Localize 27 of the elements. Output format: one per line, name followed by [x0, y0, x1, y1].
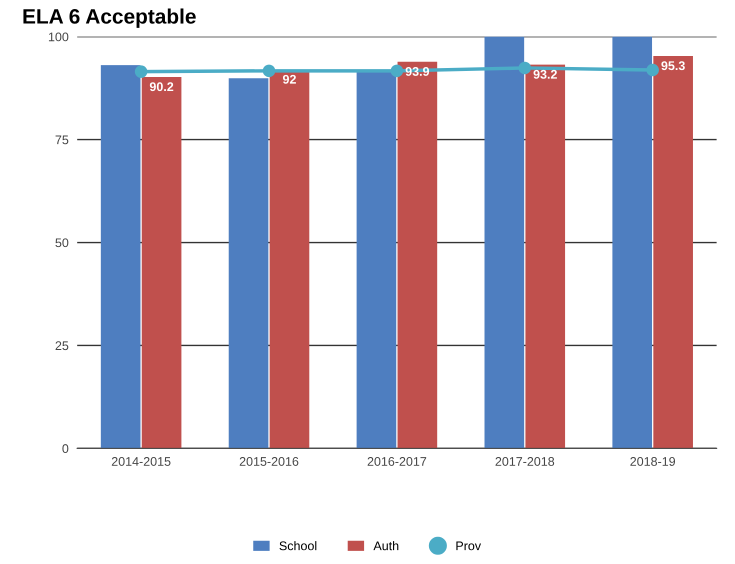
bar	[653, 56, 693, 448]
x-tick-label: 2016-2017	[368, 457, 426, 466]
y-tick-label: 0	[62, 444, 68, 454]
x-tick-label: 2014-2015	[112, 457, 170, 466]
legend-label: Auth	[373, 541, 398, 550]
bar	[612, 36, 652, 448]
x-tick-label: 2018-19	[630, 457, 676, 466]
y-tick-label: 50	[55, 238, 68, 248]
data-label: 93.2	[534, 70, 557, 79]
data-label: 92	[282, 74, 296, 84]
legend-label: Prov	[456, 542, 482, 550]
x-tick-label: 2017-2018	[496, 457, 554, 466]
chart-title: ELA 6 Acceptable	[23, 8, 196, 28]
y-tick-label: 75	[56, 136, 68, 144]
bar	[484, 36, 524, 448]
bar	[142, 77, 182, 448]
bar	[228, 78, 268, 448]
bar	[525, 64, 566, 448]
y-tick-label: 100	[48, 32, 68, 42]
bar	[356, 70, 396, 448]
bar	[398, 62, 438, 448]
x-tick-label: 2015-2016	[240, 457, 298, 466]
data-label: 95.3	[661, 61, 685, 70]
bar	[100, 65, 140, 448]
data-label: 90.2	[150, 82, 174, 92]
y-tick-label: 25	[56, 341, 68, 350]
legend-label: School	[280, 541, 316, 550]
